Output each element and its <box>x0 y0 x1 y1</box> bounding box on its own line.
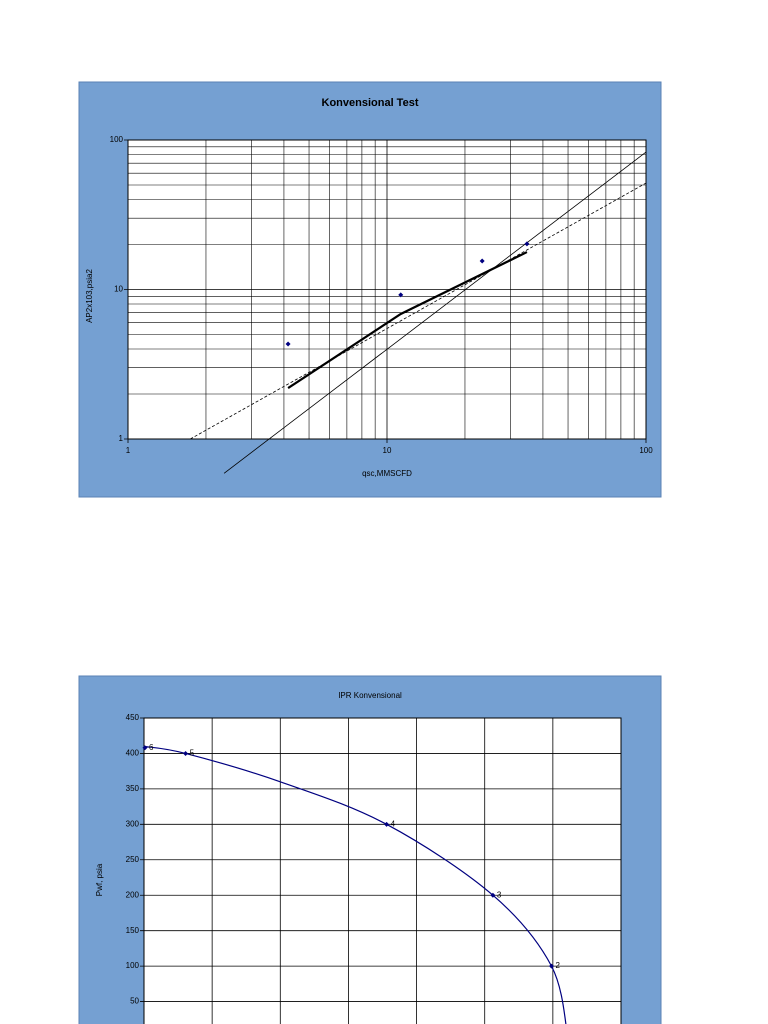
point-label: 4 <box>391 819 396 828</box>
y-tick-label: 150 <box>126 926 140 935</box>
fit-line <box>223 151 647 474</box>
data-point <box>490 892 496 898</box>
x-tick-label: 100 <box>639 446 653 455</box>
y-tick-label: 1 <box>119 434 124 443</box>
y-tick-label: 400 <box>126 749 140 758</box>
y-tick-label: 350 <box>126 784 140 793</box>
y-tick-label: 100 <box>126 961 140 970</box>
plot-area <box>143 717 622 1024</box>
y-tick-label: 300 <box>126 819 140 828</box>
x-tick-label: 10 <box>383 446 392 455</box>
data-point <box>548 963 554 969</box>
data-point <box>384 821 390 827</box>
data-point <box>183 750 189 756</box>
y-tick-label: 10 <box>114 285 123 294</box>
data-point <box>524 241 530 247</box>
point-label: 3 <box>497 890 502 899</box>
y-tick-label: 250 <box>126 855 140 864</box>
y-axis-label: AP2x103,psia2 <box>85 269 94 323</box>
point-label: 2 <box>555 961 560 970</box>
data-point <box>285 341 291 347</box>
chart-title: IPR Konvensional <box>338 691 402 700</box>
data-point <box>479 258 485 264</box>
y-tick-label: 50 <box>130 997 139 1006</box>
data-point <box>398 292 404 298</box>
y-tick-label: 450 <box>126 713 140 722</box>
chart-title: Konvensional Test <box>322 97 419 109</box>
x-axis-label: qsc,MMSCFD <box>362 469 412 478</box>
y-tick-label: 200 <box>126 890 140 899</box>
x-tick-label: 1 <box>126 446 131 455</box>
data-point <box>142 745 148 751</box>
y-axis-label: Pwf, psia <box>95 863 104 896</box>
point-label: 5 <box>190 749 195 758</box>
point-label: 6 <box>149 743 154 752</box>
y-tick-label: 100 <box>110 135 124 144</box>
fit-line <box>190 182 647 440</box>
